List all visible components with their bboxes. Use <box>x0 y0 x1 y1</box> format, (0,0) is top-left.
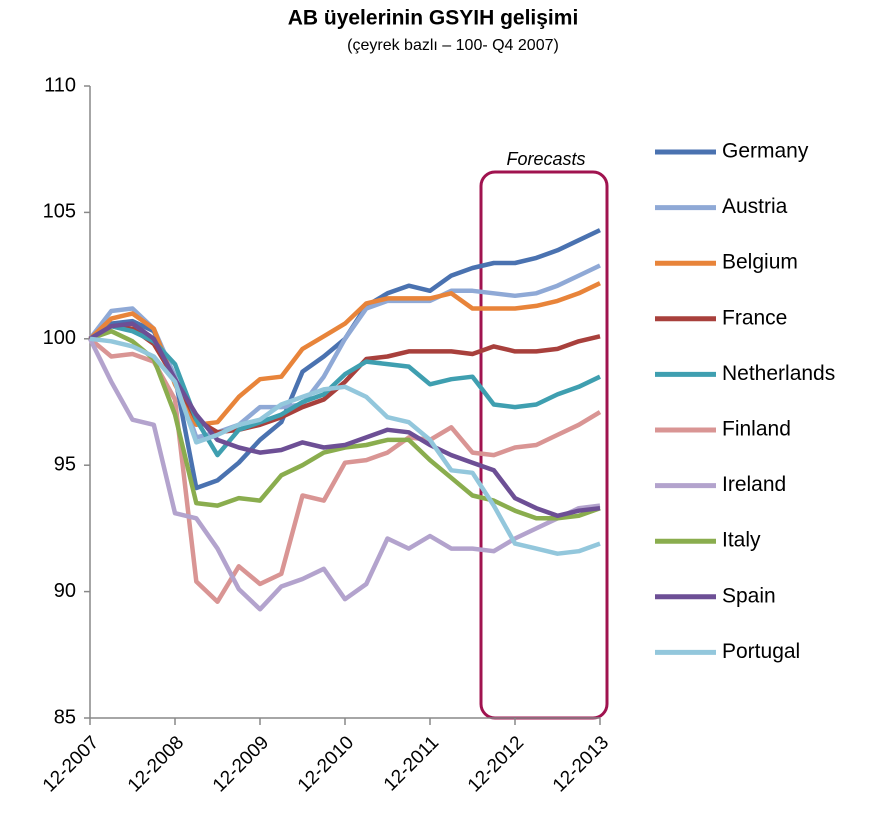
legend-label: France <box>722 306 787 329</box>
series-line <box>88 323 601 458</box>
annotation: Forecasts <box>506 149 585 169</box>
x-tick-label: 12-2012 <box>464 732 528 796</box>
legend-label: Italy <box>722 529 761 552</box>
legend-label: Belgium <box>722 251 798 274</box>
x-tick-label: 12-2008 <box>124 732 188 796</box>
x-tick-label: 12-2009 <box>209 732 273 796</box>
y-tick-label: 100 <box>43 327 76 349</box>
x-tick-label: 12-2013 <box>549 732 613 796</box>
x-tick-label: 12-2010 <box>294 732 358 796</box>
legend-label: Portugal <box>722 640 800 663</box>
legend-label: Germany <box>722 140 809 163</box>
series-line <box>88 337 602 604</box>
chart-subtitle: (çeyrek bazlı – 100- Q4 2007) <box>347 37 559 54</box>
legend-label: Netherlands <box>722 362 835 385</box>
legend-label: Spain <box>722 584 776 607</box>
legend-label: Finland <box>722 418 791 441</box>
series-line <box>89 328 601 521</box>
x-tick-label: 12-2007 <box>39 732 103 796</box>
y-tick-label: 110 <box>44 74 76 96</box>
series-line <box>89 336 601 556</box>
x-tick-label: 12-2011 <box>380 732 443 795</box>
y-tick-label: 95 <box>54 453 76 475</box>
y-tick-label: 90 <box>54 580 76 602</box>
chart-title: AB üyelerinin GSYIH gelişimi <box>288 7 579 30</box>
y-tick-label: 105 <box>43 201 76 223</box>
series-line <box>87 337 601 612</box>
legend-label: Austria <box>722 195 788 218</box>
y-tick-label: 85 <box>54 706 76 728</box>
legend-label: Ireland <box>722 473 786 496</box>
